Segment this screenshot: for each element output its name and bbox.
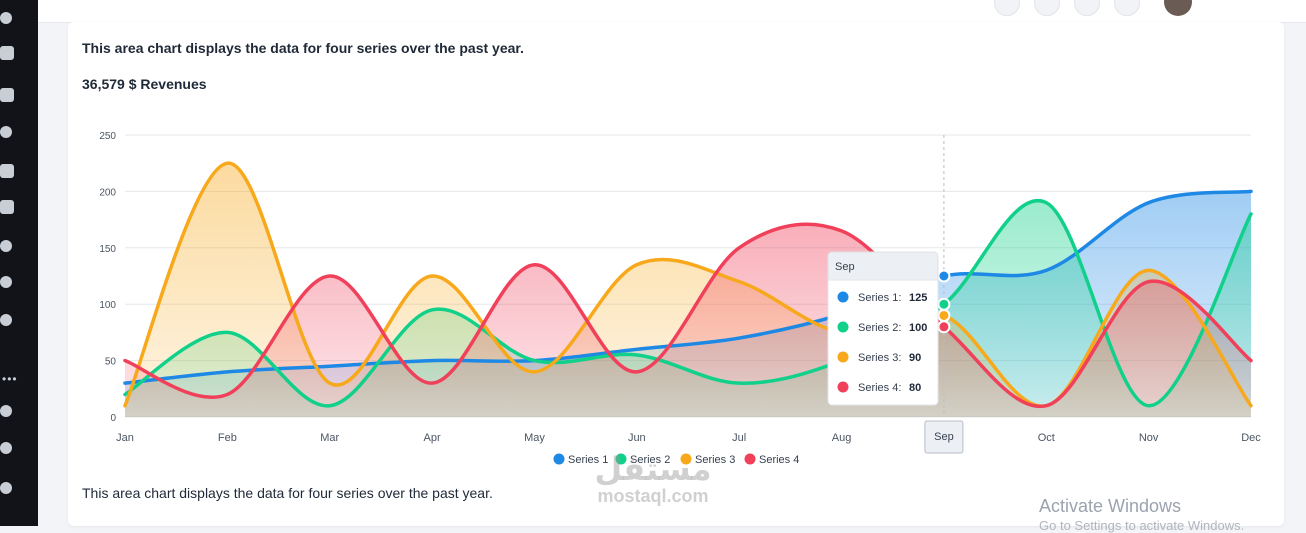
y-tick-label: 200 <box>99 187 116 198</box>
watermark-arabic: مستقل <box>594 451 712 487</box>
legend-marker-2[interactable] <box>615 453 627 465</box>
hover-marker-1 <box>937 269 951 283</box>
dashboard-icon[interactable] <box>0 12 12 24</box>
x-tick-label: Dec <box>1241 432 1261 444</box>
avatar[interactable] <box>1164 0 1192 16</box>
play-icon[interactable] <box>0 405 12 417</box>
legend-marker-1[interactable] <box>553 453 565 465</box>
legend-marker-4[interactable] <box>744 453 756 465</box>
x-tick-label: Mar <box>320 432 339 444</box>
series-line-1[interactable] <box>123 189 1253 385</box>
hover-marker-2 <box>937 297 951 311</box>
x-highlight-box <box>924 420 964 454</box>
hover-marker-4 <box>937 320 951 334</box>
nodes-icon[interactable] <box>0 442 12 454</box>
x-tick-label: Nov <box>1139 432 1159 444</box>
series-lines <box>123 161 1253 409</box>
y-tick-label: 0 <box>110 413 116 424</box>
x-tick-label: Oct <box>1038 432 1055 444</box>
legend-label-3[interactable]: Series 3 <box>695 454 735 466</box>
activate-windows-title: Activate Windows <box>1039 496 1182 516</box>
watermark-latin: mostaql.com <box>597 486 709 506</box>
checkbox-icon[interactable] <box>0 88 14 102</box>
x-tick-label: Feb <box>218 432 237 444</box>
tooltip-marker <box>837 381 849 393</box>
axes: 0 50 100 150 200 250 Jan Feb Mar Apr May Jun Jul Aug O… <box>99 131 1261 454</box>
tooltip-series-value: 80 <box>909 382 921 394</box>
tooltip-series-label: Series 4: <box>858 382 901 394</box>
tooltip-series-value: 90 <box>909 352 921 364</box>
series-areas <box>125 163 1251 417</box>
hover-marker-3 <box>937 308 951 322</box>
legend-marker-3[interactable] <box>680 453 692 465</box>
x-tick-label: May <box>524 432 545 444</box>
more-icon[interactable]: ••• <box>2 372 18 386</box>
legend-label-4[interactable]: Series 4 <box>759 454 799 466</box>
tooltip-header <box>828 252 938 281</box>
watermark-logo: مستقل mostaql.com <box>583 452 723 506</box>
tooltip-marker <box>837 291 849 303</box>
tooltip-series-value: 100 <box>909 322 927 334</box>
circle-icon[interactable] <box>0 482 12 494</box>
revenue-total: 36,579 $ Revenues <box>82 76 207 92</box>
tooltip-marker <box>837 321 849 333</box>
inbox-icon[interactable] <box>0 164 14 178</box>
x-tick-label: Jan <box>116 432 134 444</box>
legend-label-1[interactable]: Series 1 <box>568 454 608 466</box>
y-tick-label: 100 <box>99 300 116 311</box>
series-line-4[interactable] <box>123 222 1253 409</box>
series-line-2[interactable] <box>123 198 1253 408</box>
tooltip-series-label: Series 1: <box>858 292 901 304</box>
tooltip-title: Sep <box>835 261 855 273</box>
legend: Series 1 Series 2 Series 3 Series 4 <box>553 453 799 466</box>
x-tick-label-active: Sep <box>934 431 954 443</box>
left-sidebar: ••• <box>0 0 38 526</box>
x-tick-label: Apr <box>424 432 441 444</box>
tooltip-marker <box>837 351 849 363</box>
card-footer: This area chart displays the data for fo… <box>82 485 493 501</box>
share-icon[interactable] <box>0 276 12 288</box>
chat-icon[interactable] <box>0 126 12 138</box>
x-tick-label: Aug <box>832 432 852 444</box>
tooltip-series-label: Series 3: <box>858 352 901 364</box>
card-title: This area chart displays the data for fo… <box>82 40 524 56</box>
x-tick-label: Jun <box>628 432 646 444</box>
tooltip-series-value: 125 <box>909 292 927 304</box>
y-tick-label: 250 <box>99 131 116 142</box>
edit-icon[interactable] <box>0 46 14 60</box>
sparkle-icon[interactable] <box>0 240 12 252</box>
y-tick-label: 50 <box>105 357 117 368</box>
y-tick-label: 150 <box>99 244 116 255</box>
folder-icon[interactable] <box>0 200 14 214</box>
legend-label-2[interactable]: Series 2 <box>630 454 670 466</box>
x-tick-label: Jul <box>732 432 746 444</box>
tooltip-series-label: Series 2: <box>858 322 901 334</box>
tooltip: Sep Series 1: 125 Series 2: 100 Series 3: 90 Se… <box>827 251 939 406</box>
dot-icon[interactable] <box>0 314 12 326</box>
